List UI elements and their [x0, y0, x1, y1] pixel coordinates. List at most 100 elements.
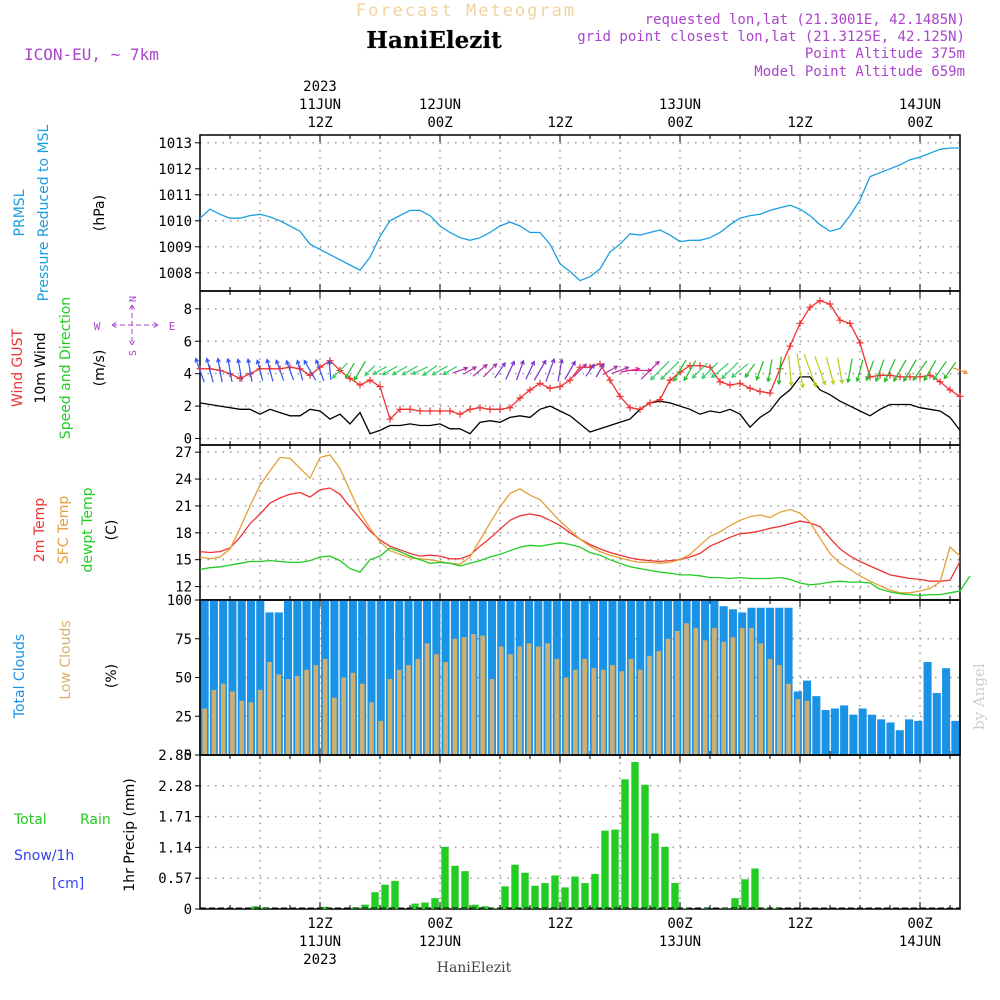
rain-bar: [491, 908, 499, 909]
wind-arrow-head: [520, 359, 525, 365]
gust-marker: [626, 404, 634, 412]
low-cloud-bar: [563, 677, 569, 755]
wind-arrow: [345, 362, 355, 379]
total-cloud-bar: [904, 719, 914, 755]
gust-marker: [446, 407, 454, 415]
wind-arrow-head: [431, 371, 437, 376]
compass-ew-arrow: [111, 321, 159, 329]
gust-marker: [486, 405, 494, 413]
low-cloud-bar: [480, 635, 485, 755]
wind-arrow-head: [550, 357, 556, 364]
wind-arrow: [442, 366, 458, 375]
pressure-line: [199, 147, 960, 282]
wind-arrow: [237, 359, 243, 382]
rain-bar: [431, 898, 439, 909]
rain-bar: [521, 872, 529, 909]
low-cloud-bar: [220, 683, 226, 755]
wind-arrow: [756, 360, 764, 380]
gust-marker: [906, 373, 914, 381]
wind-arrow: [767, 359, 773, 382]
y-tick-label: 1012: [158, 162, 192, 178]
gust-marker: [636, 405, 644, 413]
model-altitude: Model Point Altitude 659m: [754, 64, 965, 80]
gust-marker: [806, 303, 814, 311]
low-cloud-bar: [211, 689, 217, 755]
precip-label-rain: Rain: [80, 812, 111, 828]
low-cloud-bar: [230, 691, 235, 755]
low-cloud-bar: [517, 646, 523, 755]
compass-ns-arrow: [128, 304, 136, 346]
total-cloud-bar: [877, 719, 886, 755]
wind-arrow-head: [691, 373, 697, 379]
total-cloud-bar: [209, 600, 218, 755]
low-cloud-bar: [619, 671, 625, 755]
wind-arrow: [472, 364, 488, 377]
wind-arrow-head: [624, 366, 630, 371]
gust-marker: [836, 316, 844, 324]
wind-arrow: [856, 359, 864, 382]
low-cloud-bar: [489, 679, 495, 755]
total-cloud-bar: [812, 696, 821, 755]
wind-arrow: [266, 359, 274, 382]
watermark: by Angel: [970, 663, 988, 730]
pressure-label-unit: (hPa): [92, 195, 108, 231]
gust-marker: [896, 373, 904, 381]
wind-arrow-head: [246, 357, 251, 364]
total-cloud-bar: [376, 600, 385, 755]
rain-bar: [511, 864, 519, 909]
wind-arrow: [884, 359, 896, 382]
total-cloud-bar: [923, 662, 932, 755]
wind-arrow: [778, 356, 782, 384]
low-cloud-bar: [257, 689, 263, 755]
low-cloud-bar: [776, 665, 782, 755]
total-cloud-bar: [951, 720, 960, 755]
wind-arrow-head: [391, 370, 397, 376]
low-cloud-bar: [322, 658, 328, 755]
gust-marker: [746, 384, 754, 392]
wind-arrow: [952, 367, 968, 374]
wind-arrow: [364, 365, 376, 376]
low-cloud-bar: [637, 669, 643, 755]
wind-arrow-head: [345, 373, 350, 380]
precip-label-unit: 1hr Precip (mm): [122, 778, 138, 891]
gust-marker: [506, 404, 514, 412]
low-cloud-bar: [295, 675, 300, 755]
rain-bar: [591, 873, 599, 909]
wind-arrow-head: [265, 358, 271, 364]
gust-marker: [946, 386, 954, 394]
total-cloud-bar: [867, 714, 876, 755]
low-cloud-bar: [702, 640, 708, 755]
low-cloud-bar: [378, 720, 384, 755]
wind-arrow-head: [755, 375, 761, 381]
panel-frame: [199, 444, 961, 601]
wind-arrow-head: [226, 357, 231, 363]
wind-arrow-head: [501, 362, 506, 368]
gust-marker: [606, 376, 614, 384]
low-cloud-bar: [396, 669, 402, 755]
wind-arrow-head: [903, 377, 908, 383]
time-label: 00Z: [427, 916, 452, 932]
temp-label-dew: dewpt Temp: [80, 487, 96, 572]
low-cloud-bar: [276, 674, 282, 755]
panel-frame: [199, 134, 961, 292]
y-tick-label: 1013: [158, 136, 192, 152]
wind-arrow: [285, 360, 295, 381]
low-cloud-bar: [573, 669, 578, 755]
gust-marker: [386, 415, 394, 423]
rain-bar: [531, 885, 539, 909]
low-cloud-bar: [591, 668, 597, 755]
total-cloud-bar: [942, 668, 951, 755]
total-cloud-bar: [840, 705, 849, 755]
gust-marker: [716, 378, 724, 386]
wind-arrow: [825, 356, 835, 385]
y-tick-label: 1.14: [158, 840, 192, 856]
gust-marker: [566, 376, 574, 384]
compass-n: N: [128, 296, 139, 302]
wind-arrow-head: [381, 370, 387, 376]
pressure-panel: 1008 1009 1010 1011 1012 1013 PRMSL Pressure Re…: [12, 124, 961, 301]
wind-arrow-head: [530, 360, 536, 366]
rain-bar: [701, 908, 709, 909]
wind-arrow: [247, 359, 253, 382]
wind-arrow: [354, 360, 366, 381]
wind-arrow: [452, 367, 468, 374]
